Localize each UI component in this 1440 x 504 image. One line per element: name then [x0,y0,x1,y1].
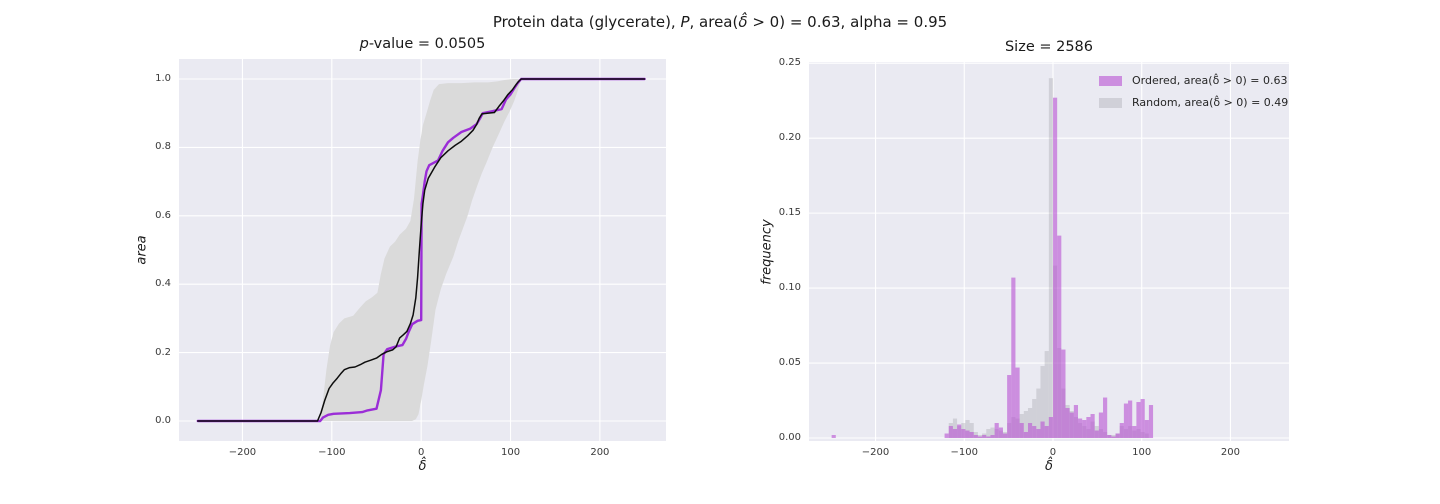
random-histogram-bars [948,78,1149,439]
ordered-histogram-bars [831,97,1154,439]
histogram-yaxis-label: frequency [759,219,775,285]
y-tick-label: 0.10 [778,282,801,294]
random-mean-ecdf-line [197,78,646,422]
y-tick-label: 0.25 [778,57,801,69]
legend-label: Random, area(δ̂ > 0) = 0.49 [1132,96,1289,109]
histogram-plot-title: Size = 2586 [1004,39,1094,55]
y-tick-label: 0.4 [155,278,171,290]
ecdf-plot-title: p-value = 0.0505 [179,36,666,52]
x-tick-label: 0 [1049,447,1057,458]
x-tick-label: 100 [500,447,521,458]
ecdf-plot-canvas [179,59,666,441]
histogram-plot-area [809,62,1289,441]
text-part: δ̂ [738,13,748,31]
x-tick-label: 200 [1220,447,1240,458]
y-tick-label: 0.00 [778,432,801,443]
x-tick-label: −200 [228,447,257,458]
text-part: P [680,13,690,31]
y-tick-label: 1.0 [155,73,171,84]
y-tick-label: 0.6 [155,209,171,221]
legend-swatch [1099,97,1122,108]
legend-item: Random, area(δ̂ > 0) = 0.49 [1099,96,1288,109]
y-tick-label: 0.0 [155,414,171,426]
x-tick-label: 0 [417,447,425,458]
text-part: -value = 0.0505 [368,36,486,52]
text-part: Protein data (glycerate), [492,13,681,31]
text-part: p [359,36,369,52]
x-tick-label: −200 [861,447,890,458]
ecdf-yaxis-label: area [134,235,150,265]
x-tick-label: 200 [590,447,610,458]
legend-swatch [1099,75,1122,86]
ecdf-plot-area [179,59,666,441]
y-tick-label: 0.05 [778,357,801,369]
histogram-legend: Ordered, area(δ̂ > 0) = 0.63 Random, area… [1099,74,1288,118]
y-tick-label: 0.8 [155,141,171,153]
figure-title: Protein data (glycerate), P, area(δ̂ > 0… [0,13,1440,31]
y-tick-label: 0.20 [778,132,801,144]
x-tick-label: −100 [950,447,978,458]
x-tick-label: 100 [1132,447,1152,458]
histogram-plot-canvas [809,62,1289,441]
legend-item: Ordered, area(δ̂ > 0) = 0.63 [1099,74,1288,87]
text-part: , area( [689,13,739,31]
legend-label: Ordered, area(δ̂ > 0) = 0.63 [1132,74,1288,87]
histogram-xaxis-label: δ̂ [1045,459,1053,474]
y-tick-label: 0.2 [155,346,171,358]
ordered-ecdf-line [196,77,646,423]
y-tick-label: 0.15 [778,207,801,219]
ecdf-xaxis-label: δ̂ [418,459,427,474]
x-tick-label: −100 [318,447,346,458]
text-part: > 0) = 0.63, alpha = 0.95 [747,13,948,31]
